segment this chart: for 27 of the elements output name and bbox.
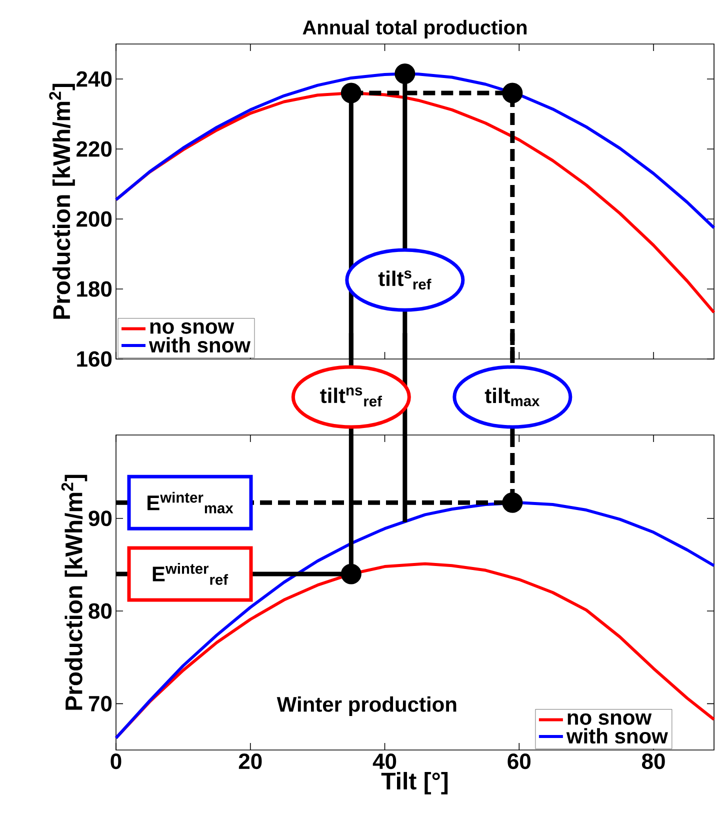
y-axis-title: Production [kWh/m$^{2}$] [61,474,87,710]
text: tilt$_{max}$ [484,388,540,406]
legend-label: no snow [568,713,652,725]
y-tick-label: 200 [76,211,112,227]
x-axis-title: Tilt [°] [381,772,448,794]
annotation: tilt$^{s}$ref [378,270,432,290]
y-tick-label: 160 [76,351,112,367]
annotation: E$^{winter}$ref [152,563,228,585]
legend-label: with snow [148,337,250,353]
x-tick-label: 60 [507,754,530,770]
legend-label: no snow [150,322,234,334]
y-tick-label: 70 [88,696,112,712]
y-tick-label: 240 [76,71,112,87]
chart-title: Annual total production [302,20,526,38]
x-tick-label: 40 [372,754,396,770]
x-tick-label: 0 [110,754,121,770]
legend-label: with snow [566,728,668,744]
x-tick-label: 20 [238,754,262,770]
y-tick-label: 220 [76,141,112,157]
y-tick-label: 90 [88,510,112,526]
y-tick-label: 80 [88,603,112,619]
x-tick-label: 80 [642,754,665,770]
y-tick-label: 180 [76,281,112,297]
text: tilt$^{ns}$ref [320,387,382,407]
annotation: E$^{winter}$max [147,492,234,514]
y-axis-title: Production [kWh/m$^{2}$] [48,84,75,319]
text: Winter production [276,696,456,716]
